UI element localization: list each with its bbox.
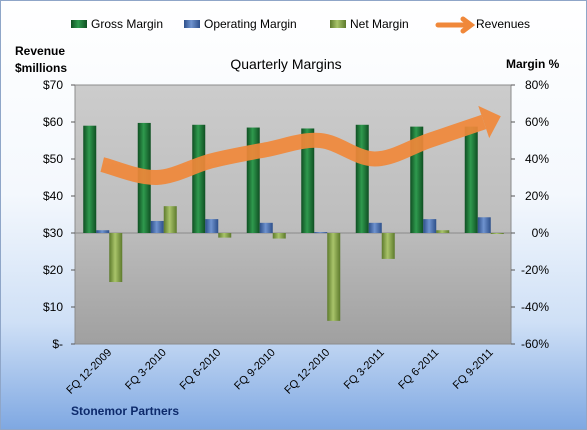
left-axis-ticks: $- $10 $20 $30 $40 $50 $60 $70 <box>43 78 75 351</box>
chart-title: Quarterly Margins <box>230 56 341 72</box>
legend-label-gross: Gross Margin <box>91 17 163 31</box>
right-tick-label: -60% <box>521 337 549 351</box>
bar-operating-margin <box>477 217 491 233</box>
bar-net-margin <box>163 206 177 233</box>
revenue-layer <box>100 105 501 185</box>
left-tick-label: $40 <box>43 189 63 203</box>
bar-net-margin <box>218 233 232 238</box>
bar-net-margin <box>436 230 450 233</box>
x-tick-label: FQ 6-2011 <box>396 347 441 392</box>
legend: Gross Margin Operating Margin Net Margin… <box>71 16 530 34</box>
right-tick-label: 20% <box>525 189 549 203</box>
x-tick-label: FQ 3-2011 <box>342 347 387 392</box>
left-tick-label: $70 <box>43 78 63 92</box>
bar-gross-margin <box>246 127 260 233</box>
x-tick-label: FQ 9-2011 <box>451 347 496 392</box>
right-tick-label: 40% <box>525 152 549 166</box>
bar-operating-margin <box>96 230 110 233</box>
x-axis-ticks: FQ 12-2009 FQ 3-2010 FQ 6-2010 FQ 9-2010 FQ … <box>64 347 495 397</box>
right-axis-ticks: -60% -40% -20% 0% 20% 40% 60% 80% <box>511 78 549 351</box>
right-axis-label: Margin % <box>506 57 560 71</box>
left-axis-label-line2: $millions <box>15 61 67 75</box>
x-tick-label: FQ 6-2010 <box>178 347 224 393</box>
bar-operating-margin <box>423 219 437 233</box>
bar-gross-margin <box>301 128 315 233</box>
bar-gross-margin <box>355 124 369 233</box>
legend-label-revenue: Revenues <box>476 17 530 31</box>
left-axis-label-line1: Revenue <box>15 44 65 58</box>
right-tick-label: -40% <box>521 300 549 314</box>
revenue-arrowhead <box>478 105 501 139</box>
left-tick-label: $30 <box>43 226 63 240</box>
bar-net-margin <box>490 233 504 234</box>
x-tick-label: FQ 3-2010 <box>123 347 169 393</box>
legend-swatch-revenue <box>435 16 476 34</box>
x-tick-label: FQ 12-2009 <box>64 347 114 397</box>
right-tick-label: -20% <box>521 263 549 277</box>
bar-net-margin <box>272 233 286 239</box>
x-tick-label: FQ 9-2010 <box>232 347 278 393</box>
bar-gross-margin <box>83 125 97 233</box>
left-tick-label: $20 <box>43 263 63 277</box>
bar-gross-margin <box>464 126 478 233</box>
company-label: Stonemor Partners <box>71 404 179 418</box>
legend-swatch-gross <box>71 20 87 28</box>
bar-operating-margin <box>314 232 328 234</box>
x-tick-label: FQ 12-2010 <box>282 347 332 397</box>
right-tick-label: 0% <box>532 226 550 240</box>
right-tick-label: 60% <box>525 115 549 129</box>
legend-swatch-net <box>330 20 346 28</box>
right-tick-label: 80% <box>525 78 549 92</box>
left-tick-label: $50 <box>43 152 63 166</box>
revenue-line <box>100 114 487 185</box>
bar-net-margin <box>109 233 123 283</box>
legend-label-operating: Operating Margin <box>204 17 297 31</box>
left-tick-label: $60 <box>43 115 63 129</box>
legend-swatch-operating <box>184 20 200 28</box>
bar-operating-margin <box>150 220 164 233</box>
bar-net-margin <box>327 233 341 321</box>
bar-net-margin <box>381 233 395 259</box>
legend-label-net: Net Margin <box>350 17 409 31</box>
bar-operating-margin <box>368 222 382 233</box>
bar-gross-margin <box>192 124 206 233</box>
bar-operating-margin <box>205 219 219 233</box>
bar-operating-margin <box>259 222 273 233</box>
left-tick-label: $10 <box>43 300 63 314</box>
left-tick-label: $- <box>52 337 63 351</box>
